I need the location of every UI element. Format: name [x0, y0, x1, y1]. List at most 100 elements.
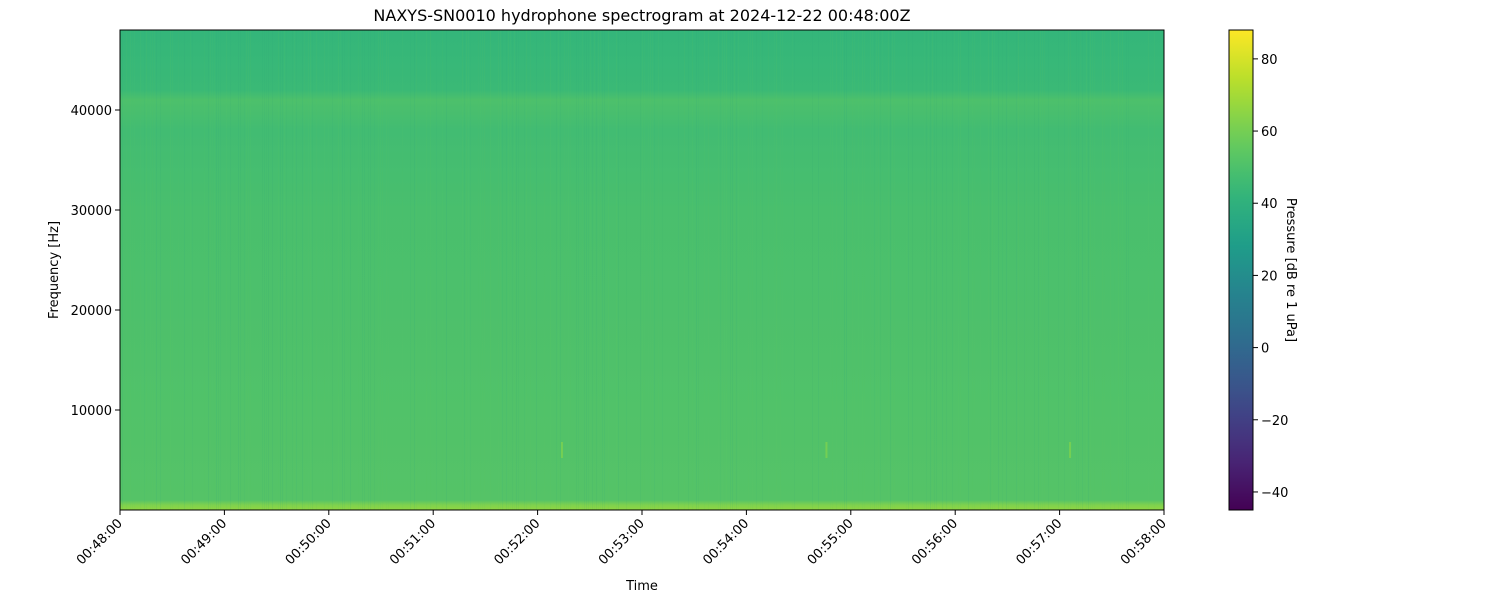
colorbar-tick-label: −40 — [1261, 486, 1288, 501]
texture-stripe — [1086, 30, 1087, 510]
x-tick-label: 00:52:00 — [492, 516, 544, 568]
texture-stripe — [160, 30, 161, 510]
texture-stripe — [652, 30, 653, 510]
texture-stripe — [876, 30, 877, 510]
texture-stripe — [248, 30, 249, 510]
colorbar-tick-label: 60 — [1261, 125, 1278, 140]
texture-stripe — [316, 30, 317, 510]
texture-stripe — [560, 30, 561, 510]
x-tick-label: 00:58:00 — [1118, 516, 1170, 568]
texture-stripe — [566, 30, 567, 510]
texture-stripe — [1008, 30, 1009, 510]
texture-stripe — [588, 30, 589, 510]
texture-stripe — [1078, 30, 1079, 510]
texture-stripe — [894, 30, 895, 510]
texture-stripe — [600, 30, 601, 510]
texture-stripe — [1034, 30, 1035, 510]
texture-stripe — [204, 30, 205, 510]
texture-stripe — [1064, 30, 1065, 510]
texture-stripe — [382, 30, 383, 510]
texture-stripe — [698, 30, 699, 510]
texture-stripe — [930, 30, 931, 510]
texture-stripe — [880, 30, 881, 510]
texture-stripe — [1002, 30, 1003, 510]
texture-stripe — [530, 30, 531, 510]
texture-stripe — [146, 30, 147, 510]
texture-stripe — [840, 30, 841, 510]
y-axis-label: Frequency [Hz] — [47, 221, 62, 319]
texture-stripe — [662, 30, 663, 510]
spectrogram-image — [120, 30, 1164, 510]
texture-stripe — [908, 30, 909, 510]
texture-stripe — [284, 30, 285, 510]
texture-stripe — [268, 30, 269, 510]
texture-stripe — [932, 30, 933, 510]
texture-stripe — [278, 30, 279, 510]
texture-stripe — [818, 30, 819, 510]
texture-stripe — [244, 30, 245, 510]
texture-stripe — [544, 30, 545, 510]
texture-stripe — [478, 30, 479, 510]
texture-stripe — [760, 30, 761, 510]
texture-stripe — [582, 30, 583, 510]
texture-stripe — [282, 30, 283, 510]
texture-stripe — [368, 30, 369, 510]
texture-stripe — [862, 30, 863, 510]
texture-stripe — [430, 30, 431, 510]
texture-stripe — [1154, 30, 1155, 510]
texture-stripe — [328, 30, 329, 510]
texture-stripe — [250, 30, 251, 510]
texture-stripe — [140, 30, 141, 510]
texture-stripe — [144, 30, 145, 510]
texture-stripe — [498, 30, 499, 510]
texture-stripe — [852, 30, 853, 510]
x-tick-label: 00:55:00 — [805, 516, 857, 568]
texture-stripe — [1040, 30, 1041, 510]
texture-stripe — [596, 30, 597, 510]
texture-stripe — [994, 30, 995, 510]
texture-stripe — [980, 30, 981, 510]
texture-stripe — [626, 30, 627, 510]
texture-stripe — [556, 30, 557, 510]
transient-mark — [825, 442, 828, 458]
texture-stripe — [510, 30, 511, 510]
texture-stripe — [590, 30, 591, 510]
texture-stripe — [1044, 30, 1045, 510]
texture-stripe — [338, 30, 339, 510]
texture-stripe — [1120, 30, 1121, 510]
texture-stripe — [154, 30, 155, 510]
texture-stripe — [1080, 30, 1081, 510]
texture-stripe — [1082, 30, 1083, 510]
texture-stripe — [958, 30, 959, 510]
texture-stripe — [768, 30, 769, 510]
texture-stripe — [1076, 30, 1077, 510]
texture-stripe — [220, 30, 221, 510]
texture-stripe — [722, 30, 723, 510]
texture-stripe — [230, 30, 231, 510]
texture-stripe — [684, 30, 685, 510]
texture-stripe — [380, 30, 381, 510]
texture-stripe — [570, 30, 571, 510]
chart-title: NAXYS-SN0010 hydrophone spectrogram at 2… — [373, 6, 910, 25]
texture-stripe — [304, 30, 305, 510]
texture-stripe — [792, 30, 793, 510]
texture-stripe — [324, 30, 325, 510]
texture-stripe — [678, 30, 679, 510]
texture-stripe — [152, 30, 153, 510]
texture-stripe — [1058, 30, 1059, 510]
transient-mark — [1069, 442, 1072, 458]
texture-stripe — [1018, 30, 1019, 510]
texture-stripe — [122, 30, 123, 510]
texture-stripe — [386, 30, 387, 510]
texture-stripe — [502, 30, 503, 510]
texture-stripe — [874, 30, 875, 510]
texture-stripe — [762, 30, 763, 510]
texture-stripe — [1070, 30, 1071, 510]
y-tick-label: 40000 — [71, 104, 112, 119]
texture-stripe — [358, 30, 359, 510]
texture-stripe — [946, 30, 947, 510]
texture-stripe — [462, 30, 463, 510]
texture-stripe — [854, 30, 855, 510]
texture-stripe — [216, 30, 217, 510]
y-tick-label: 10000 — [71, 404, 112, 419]
